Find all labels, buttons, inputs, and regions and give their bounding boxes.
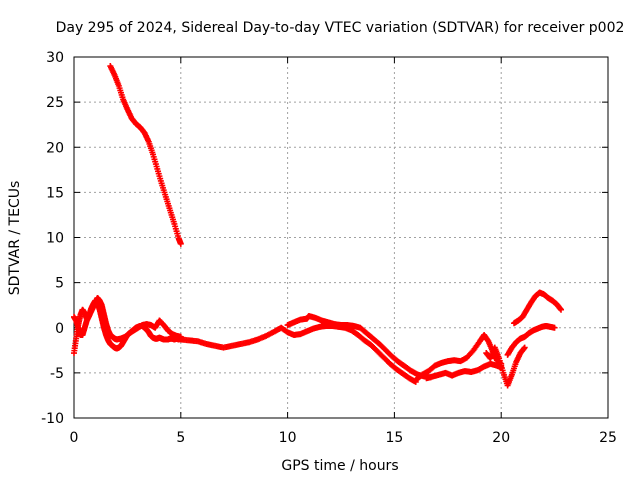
y-tick-label: 5 [55, 276, 64, 292]
x-tick-label: 25 [599, 430, 617, 446]
series-arc-g-afternoon-lower [423, 360, 505, 382]
plot-frame [73, 56, 609, 419]
x-axis-label: GPS time / hours [281, 458, 398, 474]
x-tick-label: 10 [279, 430, 297, 446]
series-arc-i-late-upper [511, 289, 565, 327]
series-arc-j-late-lower [504, 322, 558, 358]
series-arc-h-evening-dip [483, 344, 528, 389]
x-tick-label: 5 [176, 430, 185, 446]
series-arc-c-early-mid [71, 294, 184, 343]
x-tick-label: 20 [492, 430, 510, 446]
plot-border [73, 56, 609, 419]
data-points [71, 63, 565, 389]
series-arc-a-early-high [107, 63, 184, 247]
data-point [177, 240, 184, 247]
x-tick-labels: 0 5 10 15 20 25 [70, 430, 617, 446]
y-tick-label: -10 [41, 411, 64, 427]
series-arc-e-midday-upper [284, 313, 434, 381]
data-point [551, 324, 558, 331]
y-tick-label: 30 [46, 50, 64, 66]
chart-title: Day 295 of 2024, Sidereal Day-to-day VTE… [56, 20, 625, 36]
grid [74, 57, 608, 418]
y-tick-label: -5 [50, 366, 64, 382]
y-tick-label: 10 [46, 231, 64, 247]
y-tick-label: 0 [55, 321, 64, 337]
y-axis-label: SDTVAR / TECUs [7, 181, 23, 296]
data-point [521, 344, 528, 351]
y-tick-labels: -10 -5 0 5 10 15 20 25 30 [41, 50, 64, 427]
y-tick-label: 25 [46, 95, 64, 111]
y-tick-label: 20 [46, 140, 64, 156]
data-point [558, 306, 565, 313]
x-tick-label: 15 [385, 430, 403, 446]
x-tick-label: 0 [70, 430, 79, 446]
y-tick-label: 15 [46, 185, 64, 201]
